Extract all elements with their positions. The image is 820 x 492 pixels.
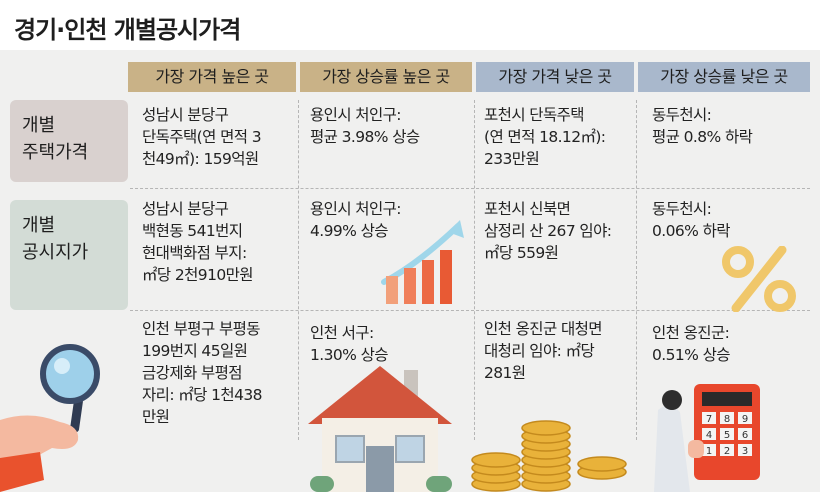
cell-line: 인천 서구: xyxy=(310,324,374,342)
calculator-key: 3 xyxy=(742,446,748,457)
cell-incheon-highest-price: 인천 부평구 부평동 199번지 45일원 금강제화 부평점 자리: ㎡당 1천… xyxy=(142,318,262,428)
cell-line: 단독주택(연 면적 3 xyxy=(142,128,262,146)
cell-line: 1.30% 상승 xyxy=(310,346,388,364)
cell-line: 현대백화점 부지: xyxy=(142,244,247,262)
cell-line: 성남시 분당구 xyxy=(142,200,229,218)
column-header-lowest-rise: 가장 상승률 낮은 곳 xyxy=(638,62,810,92)
cell-line: 만원 xyxy=(142,408,170,426)
cell-line: 동두천시: xyxy=(652,106,712,124)
cell-land-highest-price: 성남시 분당구 백현동 541번지 현대백화점 부지: ㎡당 2천910만원 xyxy=(142,198,254,286)
calculator-key: 9 xyxy=(742,414,748,425)
calculator-key: 1 xyxy=(706,446,712,457)
calculator-key: 6 xyxy=(742,430,748,441)
cell-line: 0.51% 상승 xyxy=(652,346,730,364)
cell-land-lowest-price: 포천시 신북면 삼정리 산 267 임야: ㎡당 559원 xyxy=(484,198,612,264)
cell-line: (연 면적 18.12㎡): xyxy=(484,128,606,146)
cell-line: 평균 0.8% 하락 xyxy=(652,128,753,146)
column-divider xyxy=(636,100,637,440)
cell-line: 인천 옹진군: xyxy=(652,324,730,342)
row-header-housing-price: 개별 주택가격 xyxy=(10,100,128,182)
cell-line: 천49㎡): 159억원 xyxy=(142,150,259,168)
column-header-highest-price: 가장 가격 높은 곳 xyxy=(128,62,296,92)
cell-housing-highest-rise: 용인시 처인구: 평균 3.98% 상승 xyxy=(310,104,420,148)
cell-line: 백현동 541번지 xyxy=(142,222,243,240)
cell-line: 성남시 분당구 xyxy=(142,106,229,124)
cell-incheon-lowest-rise: 인천 옹진군: 0.51% 상승 xyxy=(652,322,730,366)
row-header-line: 공시지가 xyxy=(22,242,89,263)
row-header-line: 주택가격 xyxy=(22,142,89,163)
row-divider xyxy=(130,188,810,189)
cell-line: 인천 부평구 부평동 xyxy=(142,320,261,338)
cell-line: 용인시 처인구: xyxy=(310,200,402,218)
calculator-key: 4 xyxy=(706,430,712,441)
cell-line: 233만원 xyxy=(484,150,540,168)
cell-line: 평균 3.98% 상승 xyxy=(310,128,420,146)
magnifier-icon xyxy=(0,344,100,492)
row-divider xyxy=(130,310,810,311)
calculator-key: 8 xyxy=(724,414,730,425)
cell-line: 199번지 45일원 xyxy=(142,342,248,360)
cell-line: 0.06% 하락 xyxy=(652,222,730,240)
cell-line: 삼정리 산 267 임야: xyxy=(484,222,612,240)
cell-housing-lowest-price: 포천시 단독주택 (연 면적 18.12㎡): 233만원 xyxy=(484,104,606,170)
row-header-line: 개별 xyxy=(22,215,56,236)
calculator-key: 2 xyxy=(724,446,730,457)
calculator-icon: 7 8 9 4 5 6 1 2 3 xyxy=(654,384,760,492)
calculator-key: 7 xyxy=(706,414,712,425)
cell-line: 금강제화 부평점 xyxy=(142,364,243,382)
cell-line: ㎡당 2천910만원 xyxy=(142,266,254,284)
rising-chart-icon xyxy=(381,220,464,304)
cell-line: 포천시 신북면 xyxy=(484,200,571,218)
cell-housing-highest-price: 성남시 분당구 단독주택(연 면적 3 천49㎡): 159억원 xyxy=(142,104,262,170)
cell-line: 용인시 처인구: xyxy=(310,106,402,124)
cell-line: 동두천시: xyxy=(652,200,712,218)
coins-icon xyxy=(471,420,627,492)
calculator-key: 5 xyxy=(724,430,730,441)
cell-line: 4.99% 상승 xyxy=(310,222,388,240)
column-divider xyxy=(298,100,299,440)
page-title: 경기·인천 개별공시가격 xyxy=(14,16,241,44)
column-divider xyxy=(474,100,475,440)
cell-housing-lowest-rise: 동두천시: 평균 0.8% 하락 xyxy=(652,104,753,148)
cell-incheon-lowest-price: 인천 옹진군 대청면 대청리 임야: ㎡당 281원 xyxy=(484,318,603,384)
cell-line: 281원 xyxy=(484,364,526,382)
house-icon xyxy=(308,366,452,492)
cell-land-highest-rise: 용인시 처인구: 4.99% 상승 xyxy=(310,198,402,242)
column-header-highest-rise: 가장 상승률 높은 곳 xyxy=(300,62,472,92)
cell-line: 인천 옹진군 대청면 xyxy=(484,320,603,338)
column-header-lowest-price: 가장 가격 낮은 곳 xyxy=(476,62,634,92)
cell-line: 포천시 단독주택 xyxy=(484,106,585,124)
percent-icon xyxy=(722,246,796,312)
cell-line: 대청리 임야: ㎡당 xyxy=(484,342,595,360)
cell-incheon-highest-rise: 인천 서구: 1.30% 상승 xyxy=(310,322,388,366)
cell-line: ㎡당 559원 xyxy=(484,244,559,262)
cell-line: 자리: ㎡당 1천438 xyxy=(142,386,262,404)
row-header-land-price: 개별 공시지가 xyxy=(10,200,128,310)
cell-land-lowest-rise: 동두천시: 0.06% 하락 xyxy=(652,198,730,242)
row-header-line: 개별 xyxy=(22,115,56,136)
